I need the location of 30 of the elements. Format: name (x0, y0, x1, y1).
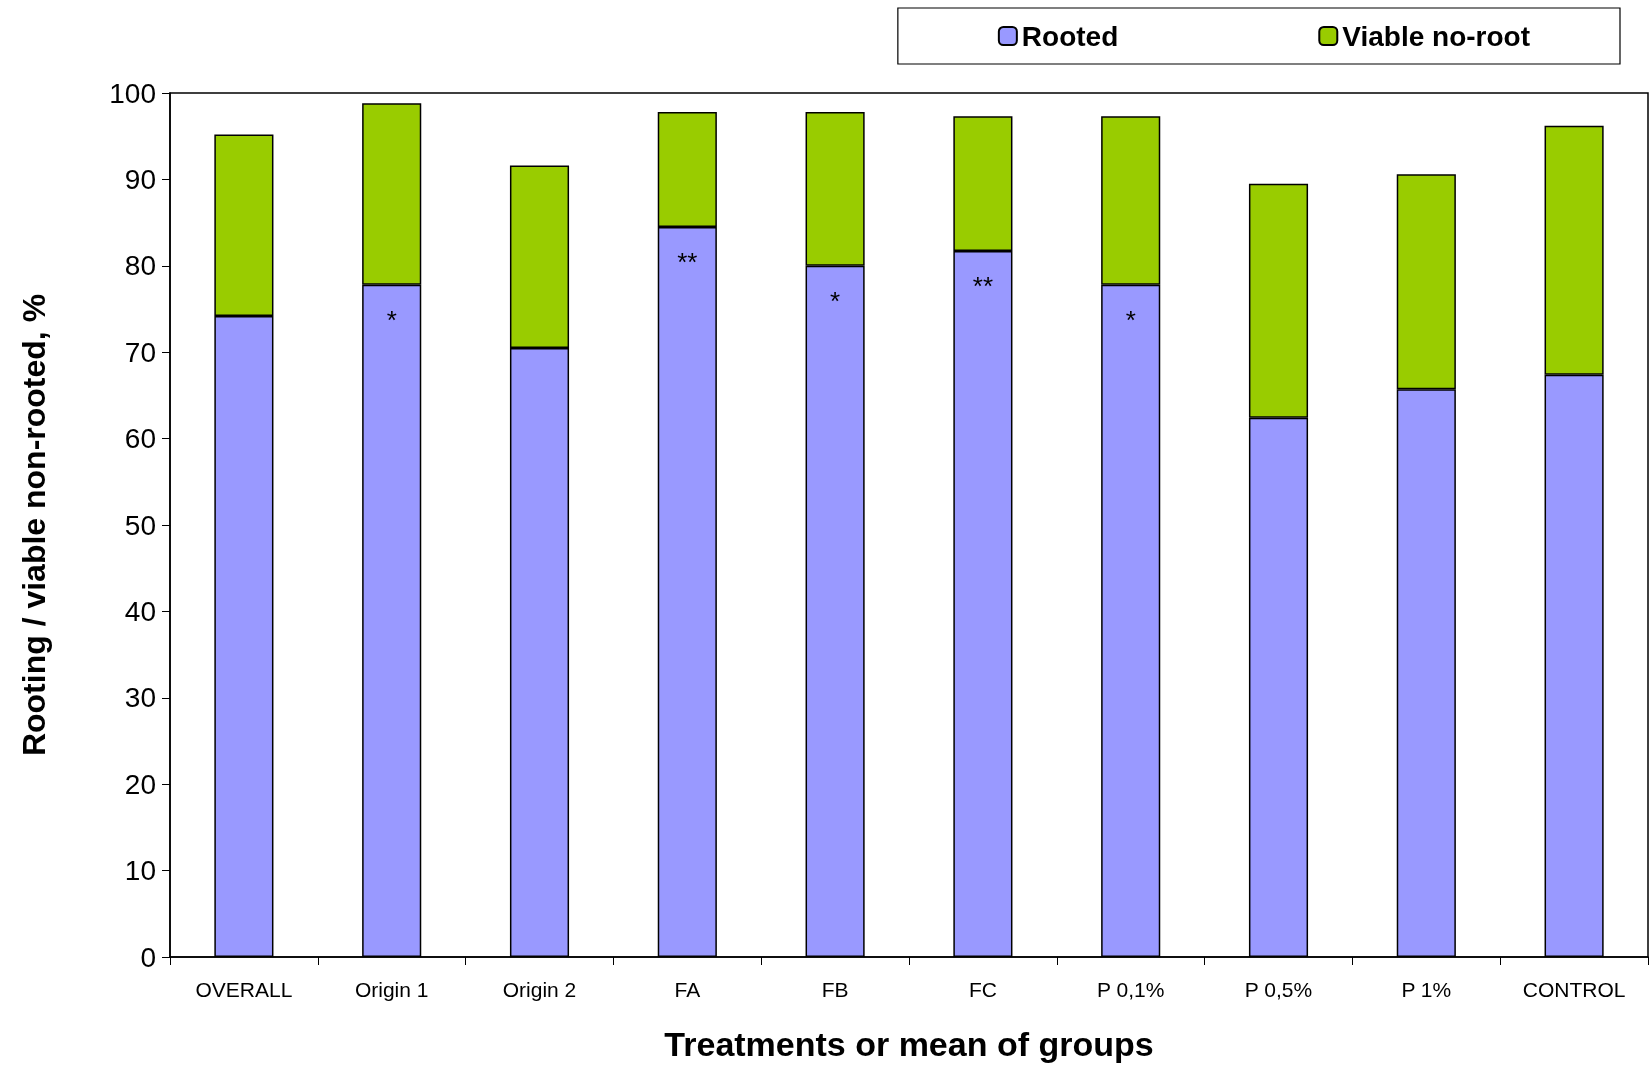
y-tick-label: 100 (109, 77, 156, 109)
x-tick-label: FB (821, 978, 849, 1001)
y-tick-label: 50 (124, 509, 156, 541)
legend-label: Rooted (1021, 20, 1119, 52)
x-tick-label: FC (968, 978, 997, 1001)
y-tick-label: 40 (124, 595, 156, 627)
x-axis-title: Treatments or mean of groups (664, 1025, 1154, 1063)
legend-label: Viable no-root (1342, 20, 1530, 52)
y-tick-label: 60 (124, 423, 156, 455)
annotation: * (830, 285, 841, 316)
x-tick-label: OVERALL (195, 978, 293, 1001)
x-tick-label: CONTROL (1522, 978, 1626, 1001)
y-tick-label: 10 (124, 855, 156, 887)
x-tick-label: Origin 1 (354, 978, 429, 1001)
y-tick-label: 80 (124, 250, 156, 282)
x-tick-label: P 0,5% (1244, 978, 1313, 1001)
annotation: ** (677, 246, 698, 277)
y-tick-label: 90 (124, 163, 156, 195)
y-tick-label: 70 (124, 336, 156, 368)
x-tick-label: P 0,1% (1097, 978, 1165, 1001)
y-axis-title: Rooting / viable non-rooted, % (16, 293, 52, 757)
annotation: * (1125, 304, 1136, 335)
y-tick-label: 20 (124, 768, 156, 800)
x-tick-label: FA (674, 978, 701, 1001)
y-tick-label: 0 (140, 941, 156, 973)
annotation: * (386, 304, 397, 335)
y-tick-label: 30 (124, 682, 156, 714)
annotation: ** (972, 271, 994, 302)
x-tick-label: P 1% (1401, 978, 1452, 1001)
x-tick-label: Origin 2 (502, 978, 577, 1001)
